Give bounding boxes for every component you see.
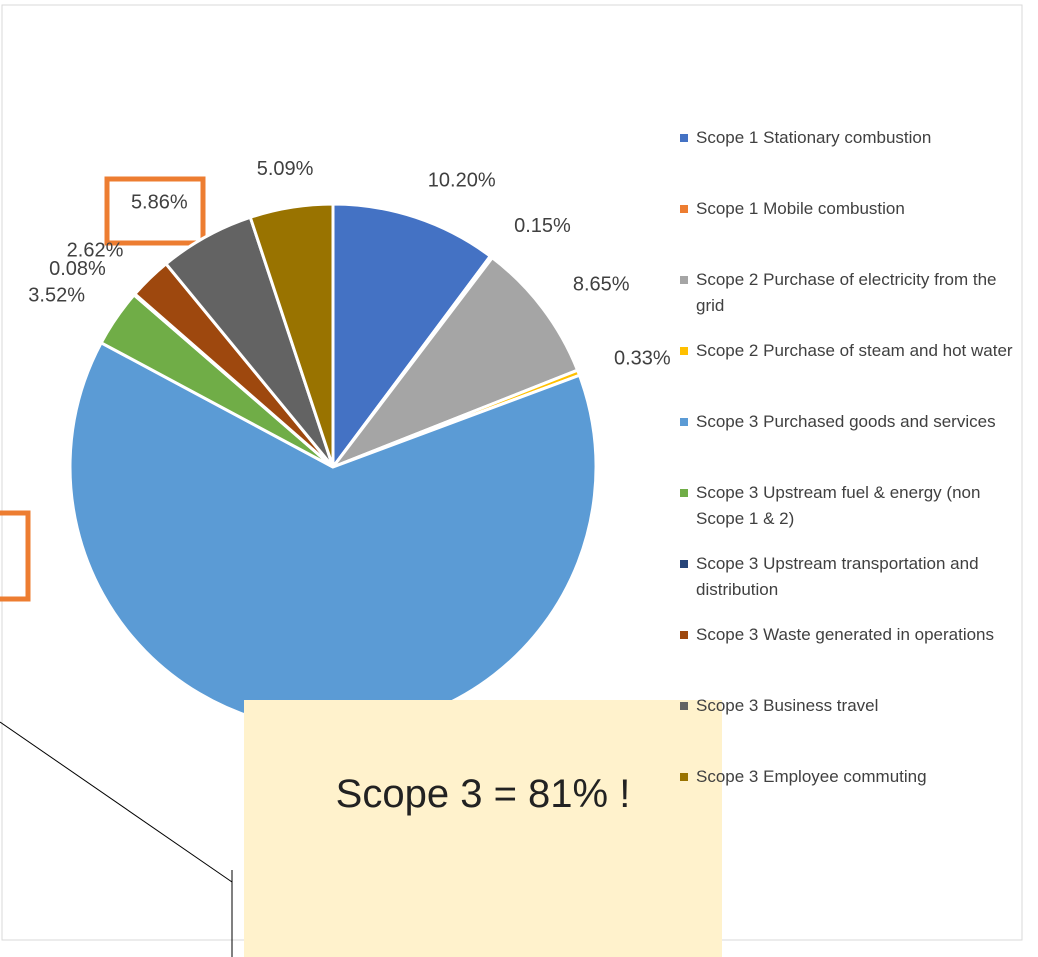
legend-label: Scope 1 Stationary combustion: [696, 128, 932, 147]
data-label: 0.08%: [49, 258, 106, 280]
callout-box: [244, 700, 722, 957]
legend-swatch: [680, 773, 688, 781]
legend-label: Scope 1 Mobile combustion: [696, 199, 905, 218]
legend-item: Scope 2 Purchase of steam and hot water: [680, 338, 1026, 364]
legend-swatch: [680, 631, 688, 639]
legend-item: Scope 3 Business travel: [680, 693, 1026, 719]
data-label: 8.65%: [573, 273, 630, 295]
legend-swatch: [680, 276, 688, 284]
legend-swatch: [680, 418, 688, 426]
legend-item: Scope 1 Stationary combustion: [680, 125, 1026, 151]
legend-label: Scope 2 Purchase of electricity from the…: [696, 270, 997, 315]
legend-label: Scope 3 Upstream fuel & energy (non Scop…: [696, 483, 981, 528]
pie-slice: [248, 202, 335, 468]
legend-label: Scope 3 Waste generated in operations: [696, 625, 995, 644]
highlight-box: [104, 176, 206, 246]
data-label: 5.86%: [131, 192, 188, 214]
legend-label: Scope 3 Employee commuting: [696, 767, 927, 786]
legend-label: Scope 3 Upstream transportation and dist…: [696, 554, 979, 599]
data-label: 2.62%: [67, 239, 124, 261]
legend-swatch: [680, 702, 688, 710]
data-label: 3.52%: [28, 285, 85, 307]
legend-item: Scope 2 Purchase of electricity from the…: [680, 267, 1026, 319]
data-label: 0.15%: [514, 215, 571, 237]
legend-item: Scope 3 Employee commuting: [680, 764, 1026, 790]
legend-swatch: [680, 560, 688, 568]
highlight-box: [0, 510, 31, 602]
legend-swatch: [680, 205, 688, 213]
legend-item: Scope 3 Waste generated in operations: [680, 622, 1026, 648]
data-label: 0.33%: [614, 347, 671, 369]
legend-label: Scope 3 Purchased goods and services: [696, 412, 996, 431]
pie-slice: [331, 202, 493, 472]
data-label: 5.09%: [257, 158, 314, 180]
legend-item: Scope 3 Upstream transportation and dist…: [680, 551, 1026, 603]
legend-swatch: [680, 347, 688, 355]
legend-swatch: [680, 489, 688, 497]
pie-slice: [328, 255, 580, 471]
legend-item: Scope 1 Mobile combustion: [680, 196, 1026, 222]
legend-label: Scope 2 Purchase of steam and hot water: [696, 341, 1013, 360]
data-label: 10.20%: [428, 170, 496, 192]
legend-item: Scope 3 Purchased goods and services: [680, 409, 1026, 435]
legend-swatch: [680, 134, 688, 142]
legend-label: Scope 3 Business travel: [696, 696, 879, 715]
legend-item: Scope 3 Upstream fuel & energy (non Scop…: [680, 480, 1026, 532]
connector-line: [0, 721, 233, 883]
annotation: Scope 3 = 81% !: [335, 772, 631, 816]
